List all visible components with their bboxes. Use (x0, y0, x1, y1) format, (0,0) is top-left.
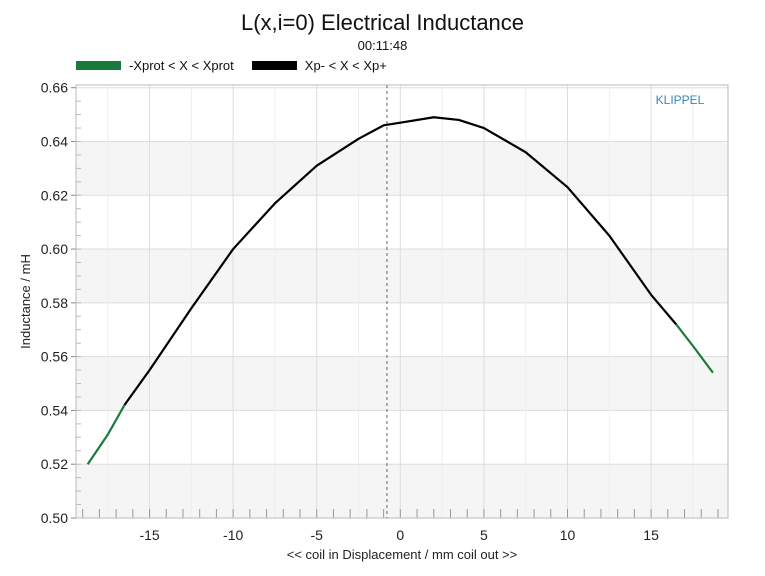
plot-border (75, 84, 729, 519)
y-tick-label: 0.56 (41, 349, 68, 365)
series-line (675, 323, 714, 374)
grid-band (76, 356, 728, 411)
x-tick-label: -5 (311, 527, 324, 543)
grid-band (76, 249, 728, 303)
legend: -Xprot < X < Xprot Xp- < X < Xp+ (76, 58, 405, 73)
y-tick-label: 0.64 (41, 133, 68, 149)
grid-band (76, 464, 728, 518)
legend-label: Xp- < X < Xp+ (304, 58, 387, 73)
chart-title: L(x,i=0) Electrical Inductance (240, 10, 525, 35)
legend-swatch-black (251, 61, 297, 70)
legend-label: -Xprot < X < Xprot (129, 58, 234, 73)
legend-item-xp: Xp- < X < Xp+ (251, 58, 387, 73)
y-tick-label: 0.50 (41, 510, 68, 526)
x-tick-label: 10 (560, 527, 576, 543)
legend-swatch-green (76, 61, 121, 70)
y-tick-label: 0.58 (41, 295, 68, 311)
y-tick-label: 0.54 (41, 402, 68, 418)
grid-band (76, 141, 728, 196)
series-line (86, 404, 126, 465)
x-tick-label: -15 (139, 527, 159, 543)
y-tick-label: 0.60 (41, 241, 68, 257)
x-tick-label: 15 (643, 527, 659, 543)
legend-item-xprot: -Xprot < X < Xprot (76, 58, 234, 73)
chart-subtitle: 00:11:48 (357, 38, 408, 53)
x-axis-label: << coil in Displacement / mm coil out >> (287, 547, 518, 562)
y-tick-label: 0.62 (41, 187, 68, 203)
series-line (123, 116, 678, 406)
x-tick-label: 5 (480, 527, 488, 543)
y-tick-label: 0.66 (41, 80, 68, 96)
y-axis-label: Inductance / mH (18, 254, 33, 349)
y-tick-label: 0.52 (41, 456, 68, 472)
klippel-watermark: KLIPPEL (656, 93, 705, 107)
x-tick-label: -10 (223, 527, 243, 543)
x-tick-label: 0 (396, 527, 404, 543)
